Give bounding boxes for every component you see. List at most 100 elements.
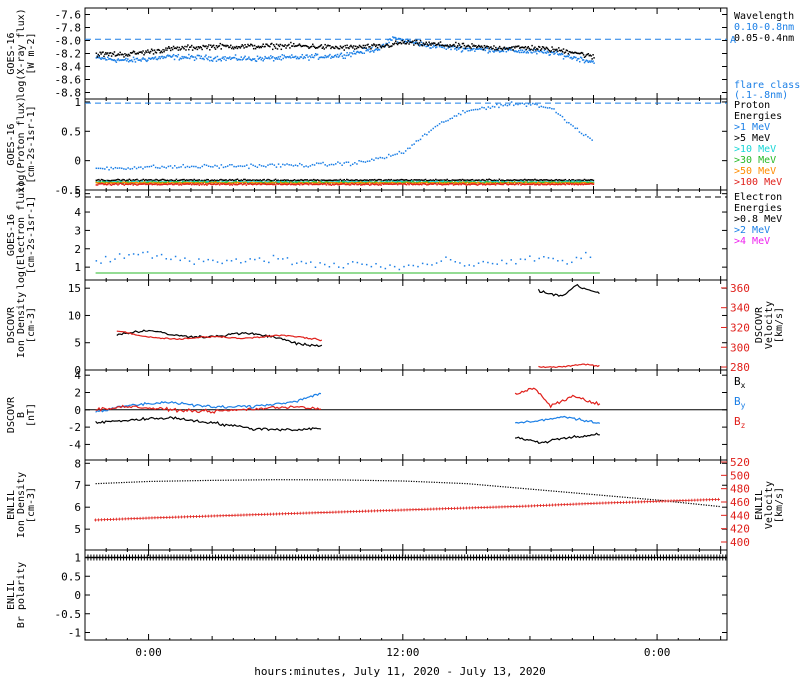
y-tick-label: 5 <box>74 337 81 350</box>
data-point <box>322 46 325 48</box>
data-point <box>110 181 113 184</box>
data-point <box>405 183 408 186</box>
data-point <box>254 165 257 168</box>
data-point <box>248 179 250 181</box>
data-point <box>306 179 309 181</box>
data-point <box>174 255 177 258</box>
data-point <box>393 183 395 185</box>
data-point <box>492 181 494 184</box>
data-point <box>96 182 99 184</box>
data-point <box>107 182 109 184</box>
data-point <box>281 479 283 481</box>
data-point <box>110 482 113 484</box>
data-point <box>248 181 250 183</box>
data-point <box>568 178 571 181</box>
data-point <box>168 183 170 185</box>
data-point <box>183 55 185 58</box>
data-point <box>506 182 508 184</box>
data-point <box>429 43 431 45</box>
data-point <box>568 121 570 124</box>
data-point <box>184 179 187 182</box>
data-point <box>248 167 250 170</box>
data-point <box>189 46 192 48</box>
data-point <box>708 504 710 507</box>
data-point <box>285 183 287 186</box>
data-point <box>162 48 164 51</box>
data-point <box>462 179 465 181</box>
data-point <box>272 254 275 257</box>
data-point <box>126 182 128 184</box>
data-point <box>310 179 312 181</box>
data-point <box>122 53 124 56</box>
data-point <box>515 50 517 52</box>
data-point <box>248 56 250 58</box>
data-point <box>480 179 483 181</box>
data-point <box>164 56 166 59</box>
y2-tick-label: 280 <box>730 361 750 374</box>
data-point <box>512 487 514 489</box>
data-point <box>463 44 466 47</box>
data-point <box>273 479 275 481</box>
data-point <box>342 45 345 48</box>
data-point <box>263 183 265 185</box>
data-point <box>384 179 386 181</box>
data-point <box>490 179 493 182</box>
data-point <box>476 46 478 49</box>
data-point <box>334 181 337 183</box>
data-point <box>446 482 448 484</box>
data-point <box>300 178 302 181</box>
data-point <box>337 183 339 186</box>
data-point <box>413 179 415 181</box>
data-point <box>362 44 365 47</box>
data-point <box>139 51 141 53</box>
data-point <box>243 479 245 481</box>
data-point <box>478 181 480 184</box>
data-point <box>168 181 170 183</box>
data-point <box>548 54 550 56</box>
data-point <box>297 57 300 60</box>
data-point <box>325 182 328 184</box>
data-point <box>206 182 208 185</box>
data-point <box>257 183 259 185</box>
data-point <box>342 57 345 59</box>
data-point <box>248 182 250 185</box>
data-point <box>145 182 147 185</box>
y-tick-label: -8.8 <box>55 87 82 100</box>
data-point <box>225 182 227 185</box>
data-point <box>137 59 140 61</box>
data-point <box>574 183 577 185</box>
data-point <box>443 121 445 123</box>
series-proton-proton-0 <box>95 101 593 171</box>
data-point <box>386 181 389 184</box>
data-point <box>490 48 492 51</box>
data-point <box>189 57 191 60</box>
data-point <box>352 479 354 481</box>
data-point <box>104 181 106 184</box>
data-point <box>137 253 140 256</box>
data-point <box>550 182 553 184</box>
data-point <box>99 181 101 184</box>
data-point <box>225 479 227 481</box>
data-point <box>254 183 257 185</box>
data-point <box>340 52 343 55</box>
data-point <box>447 182 450 184</box>
data-point <box>572 125 574 127</box>
data-point <box>269 182 272 184</box>
data-point <box>529 255 531 257</box>
data-point <box>309 55 311 57</box>
data-point <box>296 165 299 167</box>
data-point <box>332 182 334 184</box>
data-point <box>525 179 527 181</box>
data-point <box>519 49 522 51</box>
data-point <box>589 137 591 140</box>
data-point <box>215 181 217 183</box>
data-point <box>652 499 654 501</box>
data-point <box>277 258 279 260</box>
data-point <box>574 182 577 184</box>
data-point <box>166 183 169 186</box>
data-point <box>171 55 174 57</box>
data-point <box>375 157 377 159</box>
data-point <box>154 180 156 183</box>
data-point <box>419 179 422 181</box>
data-point <box>212 166 214 168</box>
